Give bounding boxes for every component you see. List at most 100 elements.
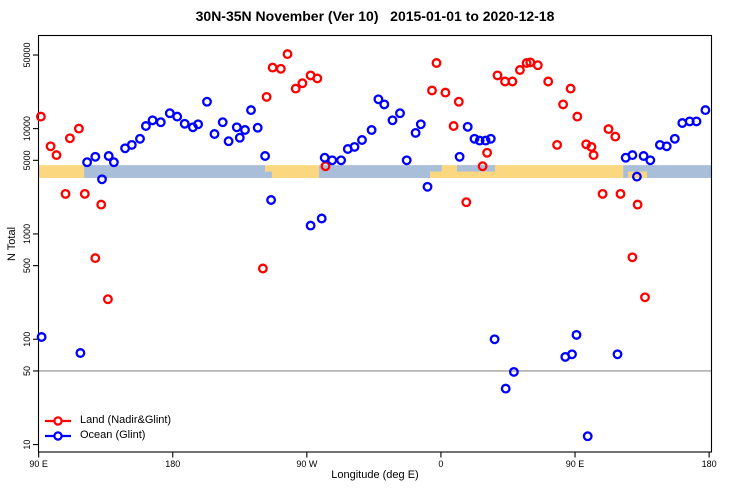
ocean-point: [691, 116, 702, 127]
land-point: [427, 85, 437, 96]
x-axis-title: Longitude (deg E): [331, 469, 419, 481]
ocean-point: [645, 155, 656, 166]
land-point: [64, 133, 75, 144]
land-point: [297, 78, 308, 89]
land-point: [60, 188, 71, 199]
ocean-point: [395, 108, 405, 119]
land-point: [90, 253, 101, 264]
ocean-point: [193, 119, 204, 130]
land-point: [461, 197, 472, 208]
land-point: [73, 123, 84, 134]
chart-title: 30N-35N November (Ver 10) 2015-01-01 to …: [195, 8, 555, 24]
ocean-point: [454, 151, 465, 162]
ocean-point: [97, 174, 107, 185]
land-point: [267, 62, 278, 73]
ocean-point: [373, 94, 384, 105]
y-axis-ticks: 10 50 100 500 1000 5000 10000 50000: [22, 42, 39, 450]
land-point: [552, 139, 563, 150]
ocean-point: [387, 115, 398, 126]
legend-label-land: Land (Nadir&Glint): [80, 414, 172, 426]
y-tick-label: 100: [22, 332, 32, 347]
land-point: [79, 188, 90, 199]
ocean-point: [422, 181, 433, 192]
land-point: [102, 294, 113, 305]
land-point: [51, 150, 62, 161]
ocean-point: [582, 431, 593, 442]
x-tick-label: 0: [438, 459, 443, 469]
land-point: [565, 83, 576, 94]
land-point: [453, 96, 464, 107]
land-point: [615, 188, 626, 199]
ocean-point: [627, 150, 638, 161]
ocean-point: [638, 151, 649, 161]
land-point: [492, 70, 503, 81]
x-tick-label: 90 E: [29, 459, 48, 469]
ocean-point: [246, 105, 256, 116]
land-point: [558, 99, 569, 110]
ocean-series-points: [36, 94, 711, 442]
ocean-point: [508, 366, 519, 377]
ocean-point: [155, 117, 166, 128]
x-tick-label: 90 E: [566, 459, 585, 469]
land-point: [532, 60, 543, 71]
y-tick-label: 500: [22, 258, 32, 273]
ocean-point: [480, 135, 491, 146]
ocean-point: [126, 139, 137, 150]
ocean-point: [240, 125, 250, 135]
land-point: [35, 111, 46, 122]
land-marker-icon: [45, 415, 71, 426]
ocean-point: [401, 155, 412, 166]
y-tick-label: 5000: [22, 150, 32, 170]
land-point: [597, 188, 608, 199]
ocean-point: [410, 127, 421, 138]
ocean-point: [135, 133, 145, 144]
ocean-point: [661, 141, 672, 152]
land-point: [543, 76, 554, 87]
x-tick-label: 90 W: [296, 459, 318, 469]
ocean-point: [202, 96, 212, 107]
ocean-point: [327, 155, 338, 166]
y-axis-title: N Total: [6, 226, 18, 262]
land-point: [257, 263, 268, 274]
ocean-point: [500, 383, 511, 394]
land-point: [275, 63, 286, 74]
ocean-point: [379, 99, 390, 110]
ocean-point: [266, 195, 277, 205]
ocean-point: [75, 348, 86, 358]
land-point: [627, 252, 638, 263]
y-tick-label: 10: [22, 440, 32, 450]
strip-land: [38, 165, 85, 178]
ocean-point: [36, 332, 47, 342]
ocean-point: [349, 141, 360, 152]
x-tick-label: 180: [165, 459, 180, 469]
ocean-point: [90, 151, 101, 162]
ocean-point: [469, 133, 480, 144]
ocean-point: [485, 133, 496, 144]
ocean-point: [231, 122, 242, 133]
land-point: [603, 124, 614, 135]
ocean-point: [305, 220, 316, 231]
land-point: [477, 161, 488, 172]
ocean-point: [415, 119, 426, 130]
land-point: [312, 73, 323, 84]
ocean-point: [474, 135, 485, 146]
strip-land: [265, 165, 320, 178]
ocean-point: [82, 157, 93, 168]
ocean-point: [700, 105, 711, 116]
land-point: [261, 91, 272, 102]
land-point: [586, 141, 597, 152]
ocean-point: [669, 133, 680, 144]
land-point: [482, 147, 493, 158]
land-point: [290, 83, 301, 94]
land-ocean-strip: [38, 165, 712, 178]
ocean-point: [209, 129, 220, 139]
land-point: [448, 121, 459, 131]
ocean-point: [234, 132, 245, 143]
legend-label-ocean: Ocean (Glint): [80, 429, 146, 441]
ocean-point: [316, 213, 327, 224]
land-point: [282, 49, 293, 60]
plot-border: [37, 34, 713, 453]
land-point: [507, 76, 518, 87]
land-point: [610, 131, 621, 142]
ocean-point: [462, 121, 473, 132]
